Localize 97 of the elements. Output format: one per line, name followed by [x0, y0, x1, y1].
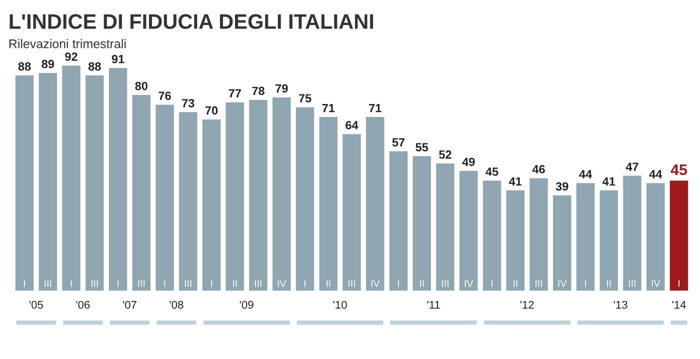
bar: [670, 180, 688, 291]
data-label: 49: [462, 158, 475, 166]
x-tick-label: I: [585, 280, 586, 287]
x-tick-label: II: [326, 280, 330, 287]
bar: [646, 183, 665, 291]
x-tick-label: III: [536, 280, 542, 287]
data-label: 57: [392, 138, 405, 146]
x-tick-label: III: [184, 280, 192, 287]
x-tick-label: III: [255, 280, 262, 287]
x-tick-label: III: [138, 280, 145, 287]
data-label: 76: [158, 92, 171, 100]
bar: [179, 112, 198, 291]
x-tick-label: II: [607, 280, 611, 287]
x-tick-label: I: [24, 280, 25, 287]
bar: [296, 107, 314, 291]
data-label: 79: [276, 84, 288, 93]
bar: [389, 151, 408, 291]
data-label: 92: [65, 52, 78, 61]
x-tick-label: IV: [371, 280, 380, 287]
text: '08: [170, 300, 184, 309]
data-label: 71: [322, 104, 335, 112]
x-tick-label: II: [514, 280, 518, 287]
x-tick-label: II: [233, 280, 237, 287]
data-label: 89: [42, 60, 54, 68]
x-tick-label: I: [211, 280, 212, 287]
data-label: 88: [88, 62, 101, 71]
x-tick-label: I: [70, 280, 72, 287]
bar: [482, 180, 502, 291]
data-label: 78: [252, 86, 264, 96]
data-label: 75: [298, 94, 312, 102]
data-label: 41: [602, 177, 616, 186]
x-tick-label: III: [348, 280, 355, 287]
x-tick-label: IV: [464, 280, 474, 287]
text: '07: [123, 300, 136, 309]
bar: [530, 178, 548, 291]
bar: [108, 68, 128, 291]
data-label: 52: [439, 150, 452, 159]
bar: [38, 72, 58, 291]
x-tick-label: IV: [278, 280, 286, 287]
bar: [506, 190, 524, 291]
x-tick-label: IV: [652, 280, 660, 287]
bar: [412, 156, 431, 291]
data-label: 80: [135, 82, 148, 90]
bar: [226, 102, 244, 291]
x-tick-label: II: [420, 280, 424, 287]
data-label: 64: [346, 120, 358, 130]
data-label: 71: [369, 104, 382, 112]
x-tick-label: III: [91, 280, 98, 287]
bar: [132, 94, 151, 291]
data-label: 73: [182, 98, 194, 108]
bar: [15, 75, 34, 291]
bar: [156, 104, 174, 291]
text: '11: [427, 300, 440, 309]
bar: [86, 75, 104, 291]
data-label: 55: [416, 143, 428, 152]
data-label: 88: [18, 62, 31, 71]
data-label: 41: [508, 177, 522, 186]
chart-subtitle: Rilevazioni trimestrali: [9, 39, 126, 48]
bar: [202, 119, 221, 291]
bar: [576, 183, 595, 291]
text: '13: [614, 300, 628, 309]
bar: [319, 117, 338, 291]
data-label: 39: [556, 182, 568, 191]
x-tick-label: IV: [558, 280, 567, 287]
bar: [600, 190, 618, 291]
data-label: 70: [205, 106, 218, 115]
data-label: 46: [532, 165, 545, 174]
bar: [623, 176, 642, 291]
text: '10: [333, 300, 347, 309]
bar: [62, 66, 80, 291]
bar: [436, 164, 454, 291]
text: '06: [76, 300, 90, 309]
x-tick-label: I: [164, 280, 166, 287]
x-tick-label: I: [304, 280, 306, 287]
text: '05: [30, 300, 43, 309]
x-tick-label: I: [398, 280, 399, 287]
bar: [460, 170, 478, 291]
x-tick-label: I: [678, 280, 680, 287]
data-label: 47: [626, 162, 638, 171]
text: '12: [520, 300, 534, 309]
x-tick-label: III: [629, 280, 636, 287]
bar: [552, 195, 572, 291]
bar: [342, 134, 361, 291]
data-label: 45: [486, 168, 498, 176]
bar: [249, 100, 268, 291]
data-label: 91: [112, 54, 124, 64]
data-label: 45: [670, 164, 688, 176]
data-label: 44: [579, 170, 592, 178]
bar: [366, 117, 384, 291]
chart-title: L'INDICE DI FIDUCIA DEGLI ITALIANI: [10, 14, 374, 29]
x-tick-label: III: [44, 280, 52, 287]
text: '14: [672, 300, 686, 309]
x-tick-label: III: [442, 280, 448, 287]
bar: [272, 97, 291, 291]
text: '09: [240, 300, 254, 309]
data-label: 44: [649, 170, 662, 178]
data-label: 77: [228, 89, 241, 98]
